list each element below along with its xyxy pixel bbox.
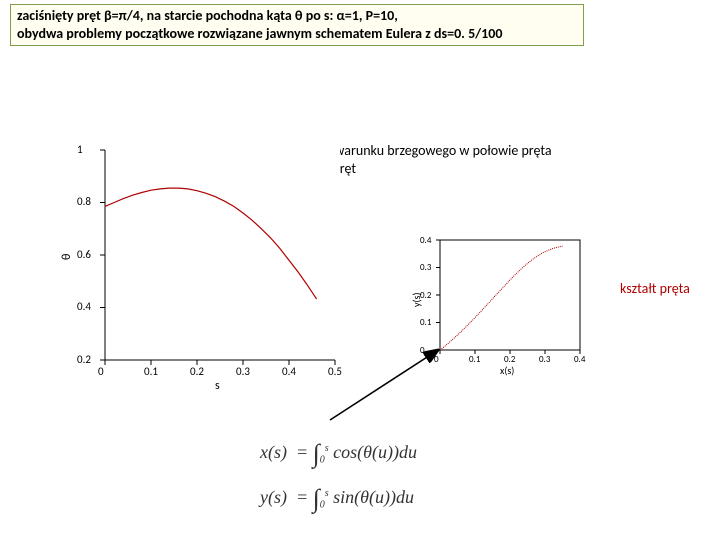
c2-yt-3: 0.3 bbox=[420, 262, 431, 273]
c1-xt-2: 0.2 bbox=[190, 365, 204, 378]
c1-yt-4: 1 bbox=[77, 143, 83, 156]
chart-theta: 0 0.1 0.2 0.3 0.4 0.5 0.2 0.4 0.6 0.8 1 … bbox=[65, 140, 340, 385]
c1-yt-0: 0.2 bbox=[77, 353, 91, 366]
c2-ylabel: y(s) bbox=[410, 292, 423, 307]
chart-theta-svg bbox=[65, 140, 340, 385]
c1-yt-1: 0.4 bbox=[77, 300, 91, 313]
header-line1: zaciśnięty pręt β=π/4, na starcie pochod… bbox=[17, 7, 577, 25]
c2-yt-0: 0 bbox=[420, 345, 425, 356]
c1-yt-2: 0.6 bbox=[77, 248, 91, 261]
formula-x: x(s) = ∫0s cos(θ(u))du bbox=[260, 435, 417, 466]
shape-label: kształt pręta bbox=[620, 280, 690, 297]
c1-xlabel: s bbox=[215, 379, 220, 393]
c2-xt-0: 0 bbox=[434, 354, 439, 365]
header-box: zaciśnięty pręt β=π/4, na starcie pochod… bbox=[10, 4, 584, 46]
c1-ylabel: θ bbox=[60, 254, 74, 260]
c2-yt-1: 0.1 bbox=[420, 317, 431, 328]
c1-xt-3: 0.3 bbox=[236, 365, 250, 378]
c2-yt-4: 0.4 bbox=[420, 235, 431, 246]
c2-xt-3: 0.3 bbox=[539, 354, 550, 365]
c2-xt-4: 0.4 bbox=[574, 354, 585, 365]
c2-xlabel: x(s) bbox=[500, 364, 514, 377]
c1-xt-5: 0.5 bbox=[328, 365, 342, 378]
c1-xt-0: 0 bbox=[98, 365, 104, 378]
c1-xt-1: 0.1 bbox=[144, 365, 158, 378]
chart-shape: 0 0.1 0.2 0.3 0.4 0 0.1 0.2 0.3 0.4 x(s)… bbox=[410, 235, 585, 375]
formula-y: y(s) = ∫0s sin(θ(u))du bbox=[260, 480, 414, 511]
c1-yt-3: 0.8 bbox=[77, 195, 91, 208]
c1-xt-4: 0.4 bbox=[282, 365, 296, 378]
header-line2: obydwa problemy początkowe rozwiązane ja… bbox=[17, 25, 577, 43]
c2-xt-1: 0.1 bbox=[469, 354, 480, 365]
